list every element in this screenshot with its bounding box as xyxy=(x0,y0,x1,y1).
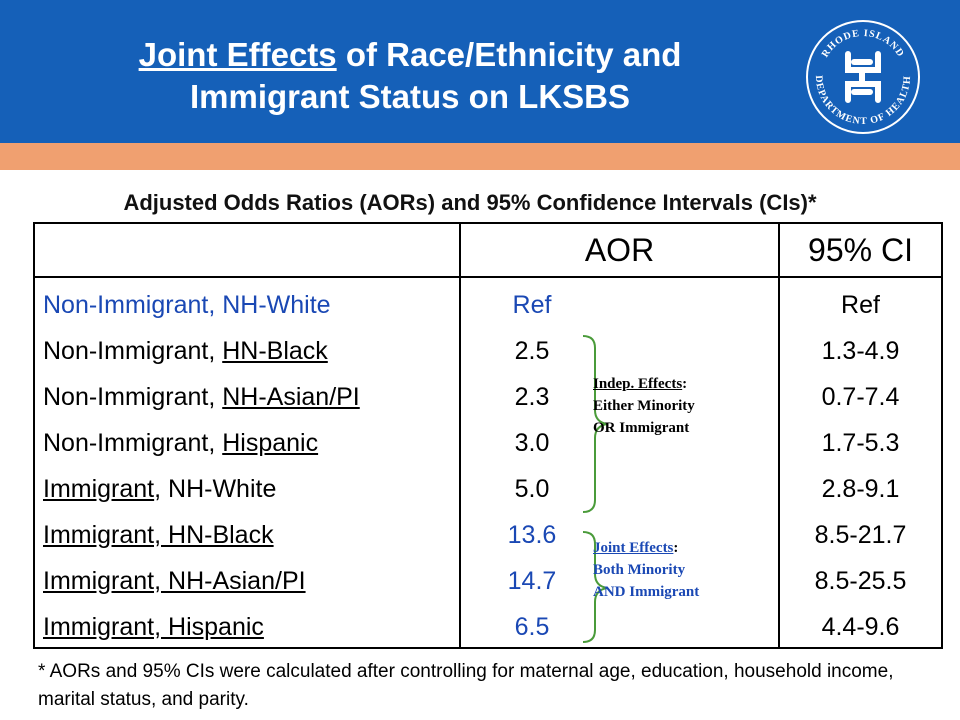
row-label: Non-Immigrant, NH-White xyxy=(43,291,331,319)
row-label: Immigrant, HN-Black xyxy=(43,521,274,549)
column-divider xyxy=(778,224,780,647)
joint-line3: AND Immigrant xyxy=(593,584,700,600)
indep-brace xyxy=(582,335,608,513)
indep-line3: OR Immigrant xyxy=(593,420,690,436)
aor-value: 2.3 xyxy=(514,383,550,411)
row-label: Immigrant, Hispanic xyxy=(43,613,264,641)
slide-title: Joint Effects of Race/Ethnicity and Immi… xyxy=(20,34,800,118)
ci-value: 4.4-9.6 xyxy=(821,613,900,641)
title-rest: of Race/Ethnicity and xyxy=(336,36,682,73)
rhode-island-health-logo: RHODE ISLAND DEPARTMENT OF HEALTH xyxy=(806,20,920,134)
ci-column: Ref 1.3-4.9 0.7-7.4 1.7-5.3 2.8-9.1 8.5-… xyxy=(780,288,941,656)
aor-value: 13.6 xyxy=(507,521,557,549)
aor-value: 3.0 xyxy=(514,429,550,457)
row-label: Non-Immigrant, HN-Black xyxy=(43,337,328,365)
column-divider xyxy=(459,224,461,647)
indep-effects-note: Indep. Effects: Either Minority OR Immig… xyxy=(593,376,695,436)
results-table: AOR 95% CI Non-Immigrant, NH-White Non-I… xyxy=(33,222,943,649)
ci-value: 1.3-4.9 xyxy=(821,337,900,365)
aor-column: Ref 2.5 2.3 3.0 5.0 13.6 14.7 6.5 xyxy=(461,288,603,656)
footnote: * AORs and 95% CIs were calculated after… xyxy=(38,661,894,710)
row-labels: Non-Immigrant, NH-White Non-Immigrant, H… xyxy=(43,288,360,656)
svg-text:RHODE ISLAND: RHODE ISLAND xyxy=(820,28,906,60)
aor-value: 6.5 xyxy=(514,613,550,641)
aor-value: 2.5 xyxy=(514,337,550,365)
title-line2: Immigrant Status on LKSBS xyxy=(189,78,631,115)
title-underlined: Joint Effects xyxy=(138,36,337,73)
joint-line2: Both Minority xyxy=(593,562,686,578)
ci-value: 2.8-9.1 xyxy=(821,475,900,503)
joint-title: Joint Effects xyxy=(593,540,674,556)
header-divider xyxy=(35,276,941,278)
indep-title: Indep. Effects xyxy=(593,376,683,392)
ci-value: 1.7-5.3 xyxy=(821,429,900,457)
ci-value: 0.7-7.4 xyxy=(821,383,900,411)
column-header-ci: 95% CI xyxy=(808,232,913,268)
column-header-aor: AOR xyxy=(584,232,655,268)
table-subtitle: Adjusted Odds Ratios (AORs) and 95% Conf… xyxy=(123,190,817,215)
joint-brace xyxy=(582,531,608,643)
ci-value: 8.5-21.7 xyxy=(814,521,907,549)
ci-value: 8.5-25.5 xyxy=(814,567,907,595)
header-stripe xyxy=(0,143,960,170)
ci-value: Ref xyxy=(841,291,880,319)
row-label: Non-Immigrant, NH-Asian/PI xyxy=(43,383,360,411)
aor-value: 14.7 xyxy=(507,567,557,595)
indep-line2: Either Minority xyxy=(593,398,695,414)
grouping-braces xyxy=(582,335,608,643)
row-label: Immigrant, NH-White xyxy=(43,475,277,503)
joint-effects-note: Joint Effects: Both Minority AND Immigra… xyxy=(593,540,700,600)
header-banner xyxy=(0,0,960,143)
aor-value: Ref xyxy=(512,291,552,319)
aor-value: 5.0 xyxy=(514,475,550,503)
row-label: Non-Immigrant, Hispanic xyxy=(43,429,319,457)
row-label: Immigrant, NH-Asian/PI xyxy=(43,567,306,595)
logo-top-text: RHODE ISLAND xyxy=(820,28,905,60)
